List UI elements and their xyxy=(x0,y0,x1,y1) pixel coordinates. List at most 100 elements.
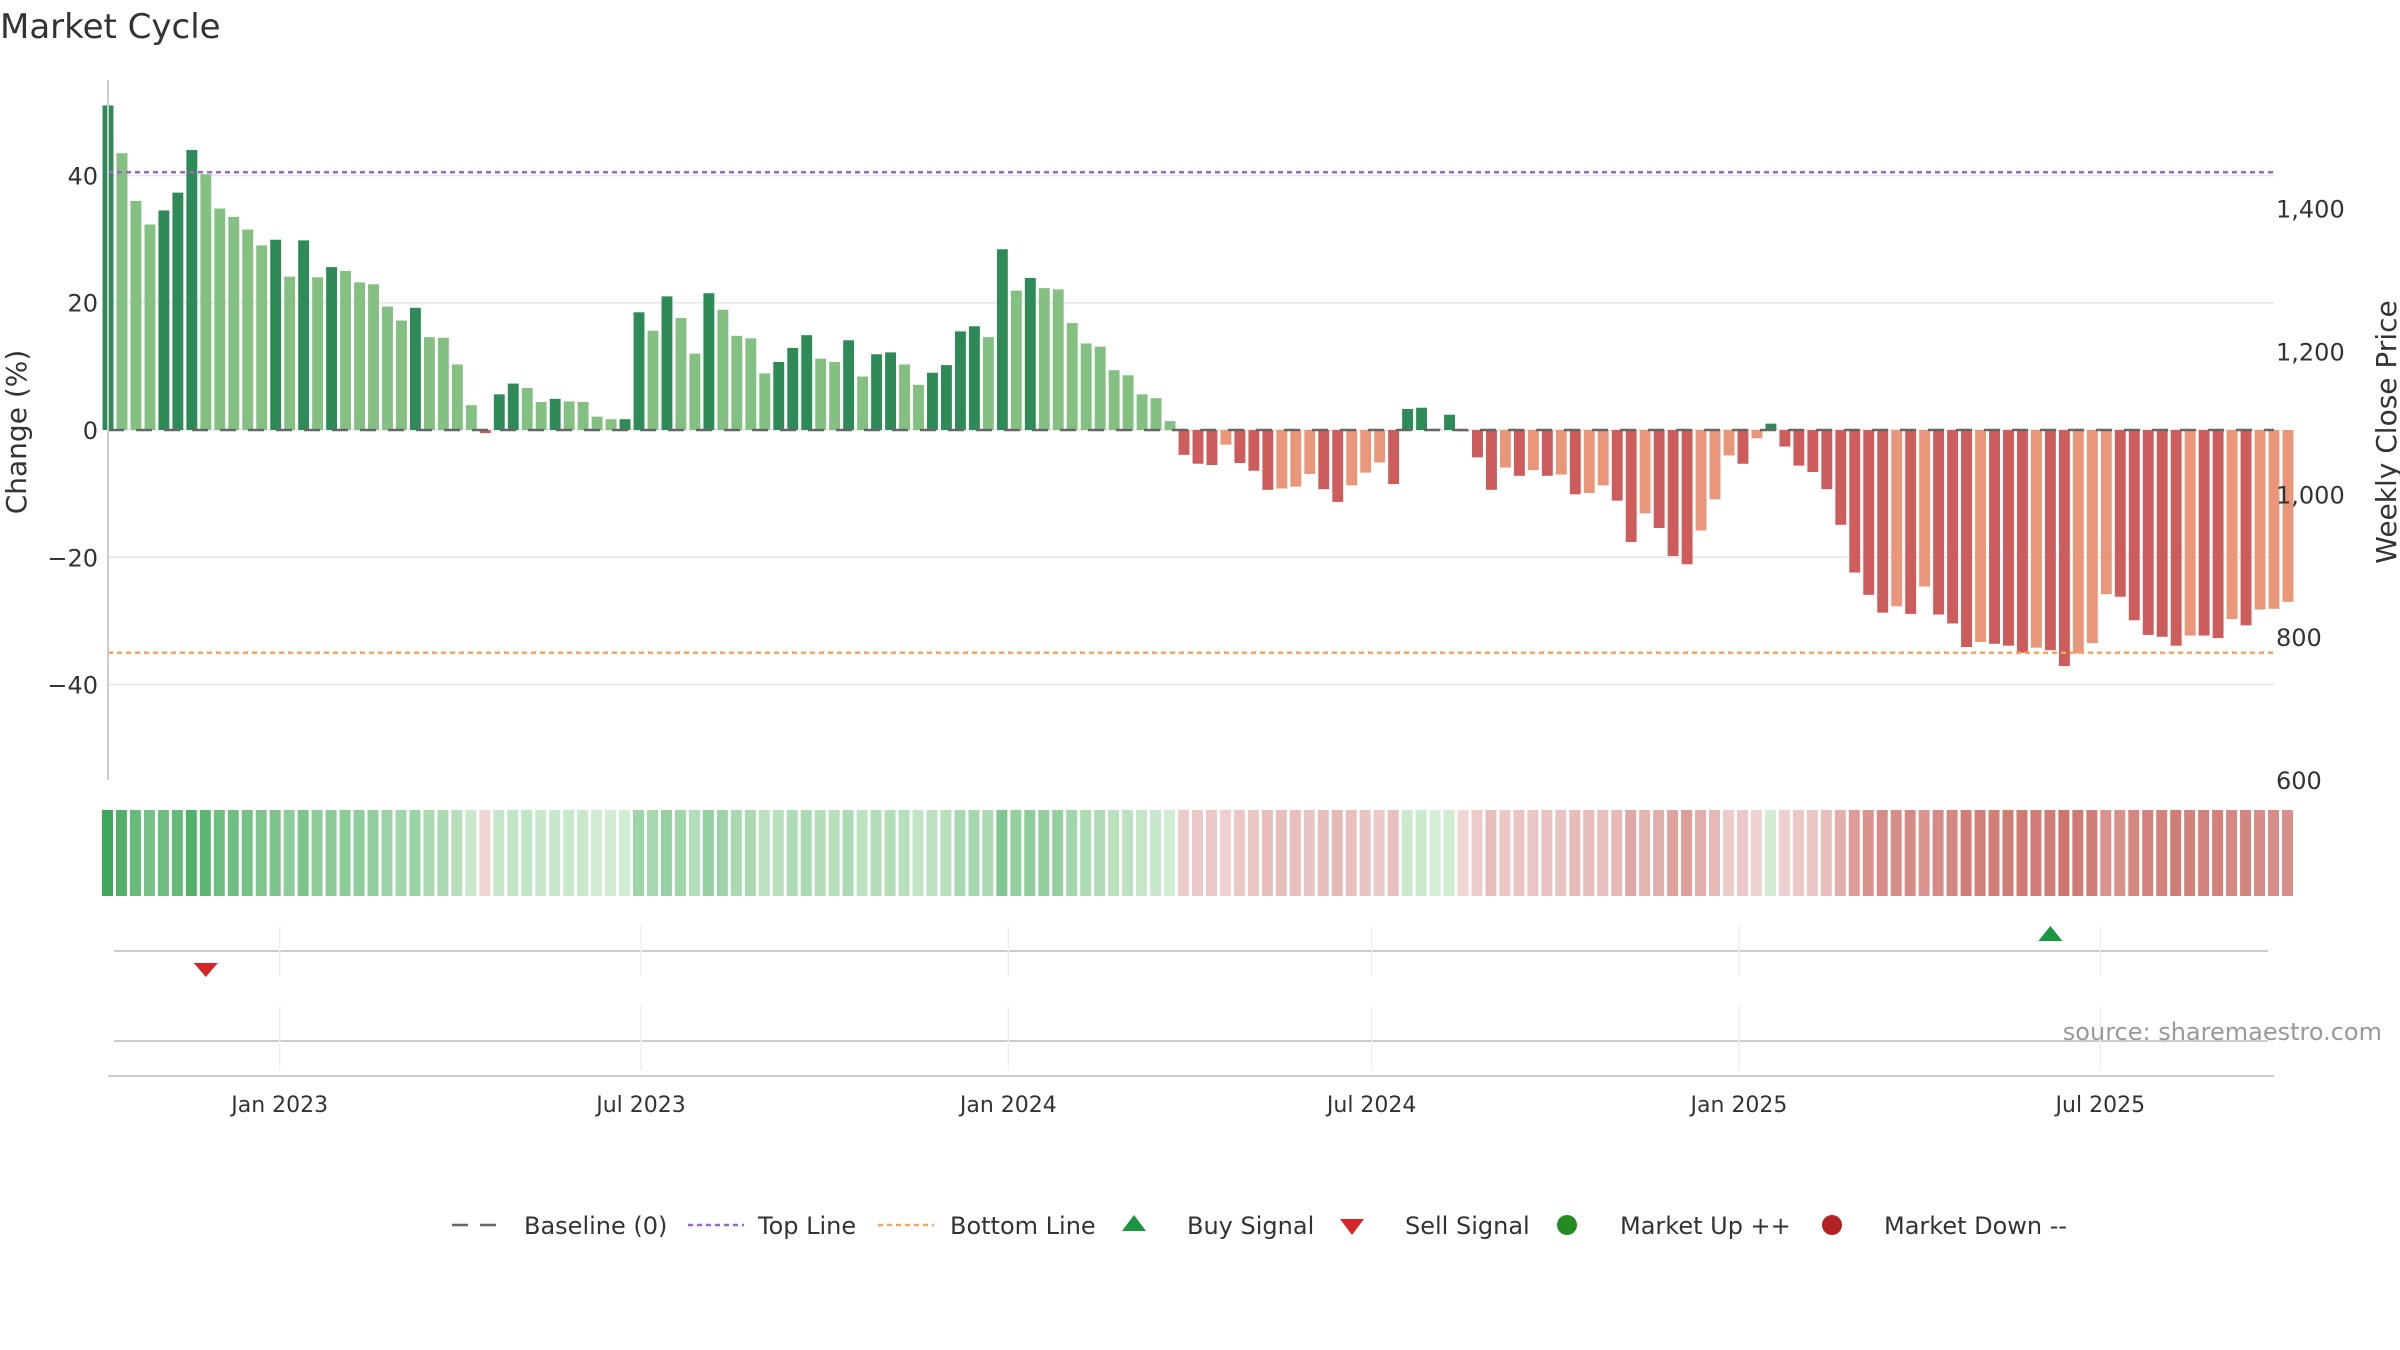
heat-cell xyxy=(1876,810,1888,896)
bar xyxy=(340,270,352,430)
bar xyxy=(1527,430,1539,471)
bar xyxy=(2003,430,2014,646)
market-panel xyxy=(114,1006,2268,1070)
heat-cell xyxy=(1457,810,1469,896)
heat-cell xyxy=(479,810,491,896)
heat-cell xyxy=(591,810,603,896)
bar xyxy=(982,337,994,430)
heat-cell xyxy=(1052,810,1064,896)
heat-cell xyxy=(2058,810,2070,896)
heat-cell xyxy=(2184,810,2196,896)
heat-cell xyxy=(1038,810,1050,896)
bar xyxy=(1751,430,1763,439)
x-tick-label: Jan 2023 xyxy=(229,1093,328,1118)
heat-cell xyxy=(1499,810,1511,896)
heat-cell xyxy=(353,810,365,896)
heat-cell xyxy=(2128,810,2140,896)
bar xyxy=(507,383,519,430)
heat-cell xyxy=(884,810,896,896)
heat-cell xyxy=(1625,810,1637,896)
heat-cell xyxy=(898,810,910,896)
bar xyxy=(521,388,533,430)
heat-cell xyxy=(1569,810,1581,896)
heat-cell xyxy=(982,810,994,896)
heat-cell xyxy=(1136,810,1148,896)
bar xyxy=(2086,430,2098,644)
heat-cell xyxy=(1834,810,1846,896)
bar xyxy=(354,282,365,430)
heat-cell xyxy=(1387,810,1399,896)
bar xyxy=(1877,430,1889,613)
heat-cell xyxy=(185,810,197,896)
bar xyxy=(465,405,477,430)
heat-cell xyxy=(1122,810,1134,896)
bar xyxy=(1863,430,1875,595)
heat-cell xyxy=(1695,810,1707,896)
bar xyxy=(703,293,715,430)
heat-cell xyxy=(2198,810,2210,896)
bar xyxy=(158,210,170,430)
heat-cell xyxy=(1946,810,1958,896)
heat-cell xyxy=(1359,810,1371,896)
bar xyxy=(731,335,743,430)
bar xyxy=(1485,430,1497,490)
heat-cell xyxy=(269,810,281,896)
legend-label: Market Up ++ xyxy=(1620,1212,1791,1240)
bar xyxy=(2058,430,2070,667)
heat-cell xyxy=(563,810,575,896)
heat-cell xyxy=(549,810,561,896)
heat-cell xyxy=(437,810,449,896)
heat-cell xyxy=(2240,810,2252,896)
heat-cell xyxy=(297,810,309,896)
heat-cell xyxy=(870,810,882,896)
bar xyxy=(1276,430,1288,489)
heat-cell xyxy=(1723,810,1734,896)
heat-cell xyxy=(1974,810,1986,896)
heat-cell xyxy=(395,810,407,896)
bar xyxy=(1961,430,1973,647)
heat-cell xyxy=(647,810,658,896)
bar xyxy=(1583,430,1595,493)
x-axis: Jan 2023 Jul 2023 Jan 2024 Jul 2024 Jan 2025… xyxy=(108,1075,2274,1118)
bar xyxy=(1178,430,1190,455)
bar xyxy=(1010,290,1022,430)
bar xyxy=(927,372,938,430)
heat-cell xyxy=(1750,810,1762,896)
heat-cell xyxy=(828,810,840,896)
heat-cell xyxy=(1736,810,1748,896)
bar xyxy=(1611,430,1623,501)
buy-signal-marker xyxy=(2038,926,2063,941)
heat-cell xyxy=(2281,810,2293,896)
bar xyxy=(326,267,338,430)
bar xyxy=(1625,430,1637,542)
legend-label: Bottom Line xyxy=(950,1212,1096,1240)
bar xyxy=(577,402,589,430)
bar xyxy=(1332,430,1344,502)
bar xyxy=(2226,430,2238,619)
bar xyxy=(144,224,156,430)
bar xyxy=(2184,430,2196,636)
heat-cell xyxy=(423,810,435,896)
y-tick-label-right: 1,400 xyxy=(2276,196,2345,224)
heat-cell xyxy=(744,810,756,896)
legend-marker-buy xyxy=(1122,1215,1146,1231)
trend-heat-strip xyxy=(102,810,2293,896)
heat-cell xyxy=(1513,810,1525,896)
legend: Baseline (0) Top Line Bottom Line Buy Signa… xyxy=(452,1212,2067,1240)
bar xyxy=(1108,370,1120,430)
heat-cell xyxy=(381,810,393,896)
heat-cell xyxy=(1219,810,1231,896)
bar xyxy=(535,402,547,430)
heat-cell xyxy=(926,810,938,896)
bar xyxy=(2254,430,2266,610)
bar xyxy=(228,216,240,430)
heat-cell xyxy=(213,810,225,896)
heat-cell xyxy=(115,810,127,896)
bar xyxy=(913,384,924,430)
bar xyxy=(1947,430,1959,624)
bar xyxy=(1136,394,1148,430)
heat-cell xyxy=(2212,810,2224,896)
bar xyxy=(1346,430,1358,486)
heat-cell xyxy=(688,810,700,896)
